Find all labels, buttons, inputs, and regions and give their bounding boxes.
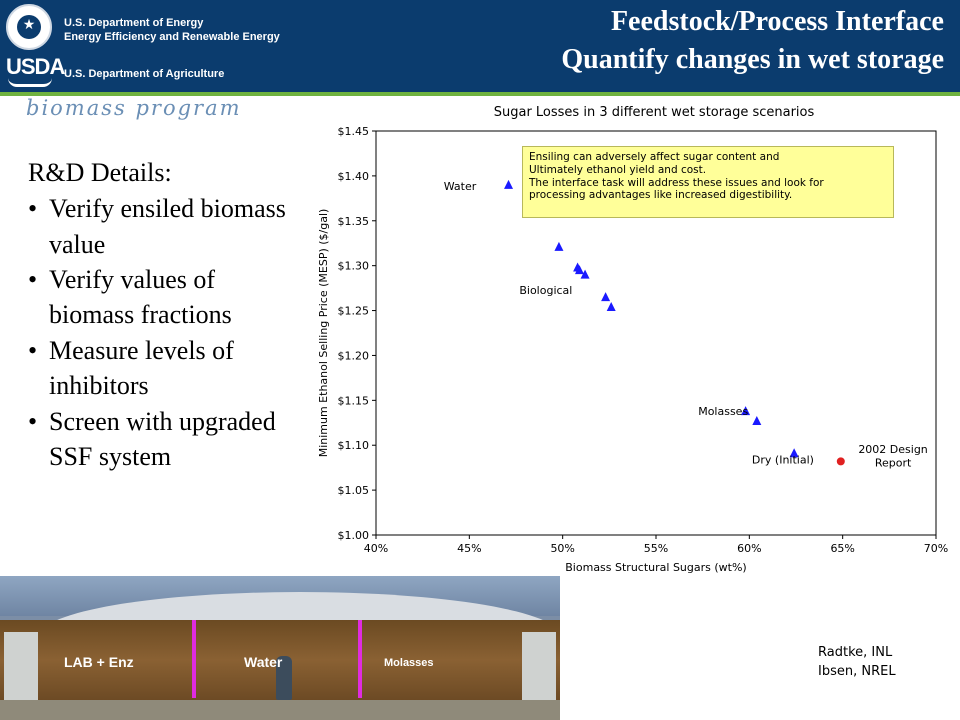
y-tick-label: $1.30 — [338, 260, 370, 273]
y-tick-label: $1.45 — [338, 125, 370, 138]
person-figure — [276, 656, 292, 700]
doe-seal-icon: ★ — [6, 4, 52, 50]
chart-note-line: processing advantages like increased dig… — [529, 189, 793, 202]
data-point-triangle — [741, 406, 751, 416]
rd-bullet-list: Verify ensiled biomass value Verify valu… — [28, 191, 298, 474]
point-annotation: Report — [875, 456, 912, 469]
x-tick-label: 60% — [737, 542, 761, 555]
y-tick-label: $1.35 — [338, 215, 370, 228]
photo-label-water: Water — [244, 654, 283, 670]
point-annotation: Dry (Initial) — [752, 454, 814, 467]
slide-subtitle: Quantify changes in wet storage — [561, 44, 944, 75]
section-marker-post — [192, 620, 196, 698]
point-annotation: Water — [444, 180, 477, 193]
section-marker-post — [358, 620, 362, 698]
credit-line: Radtke, INL — [818, 645, 893, 660]
chart-note-line: Ultimately ethanol yield and cost. — [529, 163, 707, 176]
x-tick-label: 70% — [924, 542, 948, 555]
rd-bullet: Screen with upgraded SSF system — [28, 404, 298, 475]
credits: Radtke, INL Ibsen, NREL — [818, 644, 896, 682]
rd-details: R&D Details: Verify ensiled biomass valu… — [28, 155, 298, 474]
data-point-triangle — [752, 415, 762, 425]
y-tick-label: $1.00 — [338, 529, 370, 542]
y-axis-label: Minimum Ethanol Selling Price (MESP) ($/… — [317, 209, 330, 458]
rd-bullet: Verify values of biomass fractions — [28, 262, 298, 333]
y-tick-label: $1.40 — [338, 170, 370, 183]
point-annotation: Biological — [519, 284, 572, 297]
header-accent-rule — [0, 92, 960, 96]
data-point-triangle — [606, 301, 616, 311]
y-tick-label: $1.05 — [338, 484, 370, 497]
eere-name: Energy Efficiency and Renewable Energy — [64, 31, 280, 43]
data-point-triangle — [574, 265, 584, 275]
y-tick-label: $1.25 — [338, 305, 370, 318]
chart-note-line: The interface task will address these is… — [529, 176, 824, 189]
chart-note-box: Ensiling can adversely affect sugar cont… — [522, 146, 894, 218]
point-annotation: 2002 Design — [858, 443, 927, 456]
slide-title: Feedstock/Process Interface — [610, 6, 944, 37]
rd-bullet: Verify ensiled biomass value — [28, 191, 298, 262]
usda-logo: USDA — [6, 54, 65, 87]
photo-label-lab-enz: LAB + Enz — [64, 654, 134, 670]
doe-name: U.S. Department of Energy — [64, 17, 204, 29]
data-point-triangle — [789, 448, 799, 458]
rd-bullet: Measure levels of inhibitors — [28, 333, 298, 404]
x-axis-label: Biomass Structural Sugars (wt%) — [565, 561, 746, 574]
x-tick-label: 45% — [457, 542, 481, 555]
data-point-triangle — [580, 269, 590, 279]
point-annotation: Molasses — [698, 405, 748, 418]
x-tick-label: 50% — [550, 542, 574, 555]
usda-swoosh-icon — [8, 78, 52, 87]
chart-note-line: Ensiling can adversely affect sugar cont… — [529, 151, 780, 163]
header-bar: ★ U.S. Department of Energy Energy Effic… — [0, 0, 960, 92]
x-tick-label: 40% — [364, 542, 388, 555]
chart-title: Sugar Losses in 3 different wet storage … — [494, 105, 815, 120]
data-point-triangle — [504, 179, 514, 189]
credit-line: Ibsen, NREL — [818, 663, 896, 679]
usda-logo-text: USDA — [6, 54, 65, 79]
y-tick-label: $1.10 — [338, 439, 370, 452]
x-tick-label: 55% — [644, 542, 668, 555]
rd-heading: R&D Details: — [28, 158, 172, 187]
biomass-program-logo: biomass program — [26, 96, 242, 120]
data-point-triangle — [601, 292, 611, 302]
silage-pile-photo: LAB + Enz Water Molasses — [0, 576, 560, 720]
data-point-triangle — [554, 241, 564, 251]
x-tick-label: 65% — [830, 542, 854, 555]
photo-label-molasses: Molasses — [384, 657, 434, 669]
usda-name: U.S. Department of Agriculture — [64, 68, 225, 80]
data-point-circle — [836, 457, 845, 466]
y-tick-label: $1.20 — [338, 349, 370, 362]
y-tick-label: $1.15 — [338, 394, 370, 407]
